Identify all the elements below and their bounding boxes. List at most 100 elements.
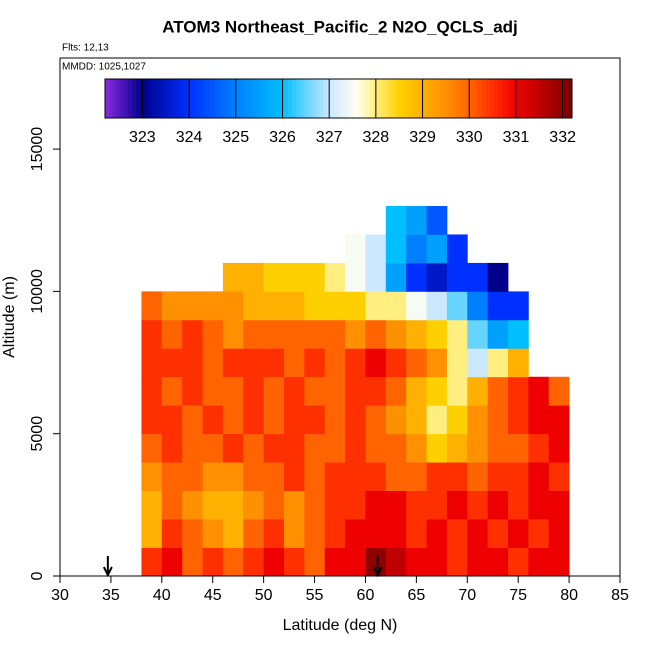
heat-cell [304, 319, 326, 349]
heat-cell [324, 348, 346, 378]
heat-cell [243, 547, 265, 577]
colorbar-tick-label: 331 [503, 129, 530, 146]
colorbar-frame [104, 78, 573, 119]
x-tick-label: 45 [204, 587, 222, 604]
colorbar-swatch [439, 79, 445, 118]
heat-cell [487, 405, 509, 435]
colorbar-swatch [424, 79, 429, 118]
heat-cell [263, 462, 285, 492]
heat-cell [202, 547, 224, 577]
heat-cell [385, 547, 407, 577]
heat-cell [487, 376, 509, 406]
heat-cell [406, 433, 427, 463]
colorbar-swatch [552, 79, 557, 118]
colorbar-swatch [525, 79, 530, 118]
heat-cell [263, 348, 285, 378]
annotation: MMDD: 1025,1027 [62, 62, 146, 73]
heat-cell [406, 262, 427, 292]
colorbar-swatch [120, 79, 125, 118]
heat-cell [182, 348, 203, 378]
heat-cell [263, 490, 285, 520]
colorbar-swatch [194, 79, 199, 118]
heat-cell [141, 291, 163, 321]
heat-cell [345, 490, 366, 520]
colorbar-swatch [451, 79, 456, 118]
heat-cell [161, 433, 183, 463]
colorbar-swatch [482, 79, 487, 118]
colorbar-swatch [256, 79, 262, 118]
colorbar-swatch [381, 79, 386, 118]
heat-cell [345, 405, 366, 435]
heat-cell [345, 433, 366, 463]
heat-cell [406, 519, 427, 548]
heat-cell [324, 433, 346, 463]
heat-cell [304, 348, 326, 378]
heat-cell [406, 319, 427, 349]
heat-cell [467, 291, 489, 321]
heat-cell [528, 376, 550, 406]
colorbar-swatch [361, 79, 367, 118]
heat-cell [528, 519, 550, 548]
colorbar-swatch [299, 79, 304, 118]
heat-cell [385, 206, 407, 235]
heat-cell [446, 234, 468, 264]
colorbar-swatch [540, 79, 546, 118]
heat-cell [284, 547, 305, 577]
colorbar-swatch [190, 79, 196, 118]
heat-cell [548, 462, 570, 492]
colorbar-tick-label: 332 [549, 129, 576, 146]
colorbar-swatch [241, 79, 246, 118]
heat-cell [406, 462, 427, 492]
colorbar-tick-label: 327 [316, 129, 343, 146]
heat-cell [222, 405, 244, 435]
colorbar-swatch [556, 79, 561, 118]
heat-cell [385, 490, 407, 520]
colorbar-swatch [564, 79, 569, 118]
heat-cell [222, 376, 244, 406]
heat-cell [345, 262, 366, 292]
colorbar-swatch [521, 79, 526, 118]
colorbar-swatch [494, 79, 499, 118]
colorbar-swatch [486, 79, 491, 118]
heat-cell [487, 291, 509, 321]
colorbar-swatch [517, 79, 522, 118]
heat-cell [141, 519, 163, 548]
x-tick-label: 30 [51, 587, 69, 604]
heat-cell [446, 319, 468, 349]
heat-cell [446, 490, 468, 520]
heat-cell [263, 519, 285, 548]
heat-cell [365, 462, 387, 492]
heat-cell [284, 291, 305, 321]
heat-cell [467, 348, 489, 378]
heat-cell [243, 319, 265, 349]
heat-cell [508, 291, 529, 321]
colorbar-swatch [431, 79, 437, 118]
colorbar-swatch [182, 79, 188, 118]
heat-cell [222, 262, 244, 292]
heat-cell [385, 319, 407, 349]
colorbar-swatch [260, 79, 266, 118]
heat-cell [182, 405, 203, 435]
heat-cell [304, 462, 326, 492]
heat-cell [284, 462, 305, 492]
colorbar-swatch [357, 79, 363, 118]
heat-cell [161, 319, 183, 349]
heat-cell [365, 519, 387, 548]
colorbar-swatch [354, 79, 359, 118]
heat-cell [426, 206, 448, 235]
heat-cell [304, 291, 326, 321]
heat-cell [487, 462, 509, 492]
heat-cell [263, 405, 285, 435]
heat-cell [426, 462, 448, 492]
heat-cell [222, 547, 244, 577]
heat-cell [487, 433, 509, 463]
colorbar-swatch [295, 79, 301, 118]
heat-cell [202, 291, 224, 321]
colorbar-swatch [377, 79, 382, 118]
x-tick-label: 35 [102, 587, 120, 604]
heat-cell [487, 348, 509, 378]
heat-cell [304, 547, 326, 577]
colorbar-swatch [237, 79, 242, 118]
colorbar-swatch [245, 79, 250, 118]
